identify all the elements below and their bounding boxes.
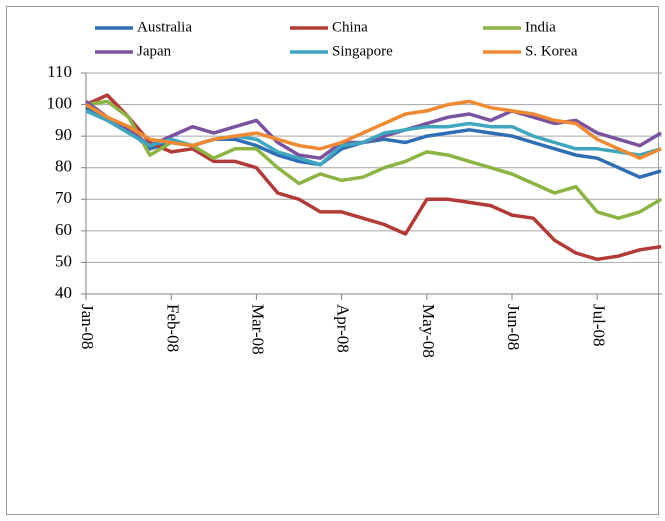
legend-label: Singapore: [332, 43, 393, 59]
x-tick-label: Jul-08: [589, 304, 608, 347]
legend-label: S. Korea: [525, 43, 578, 59]
x-tick-label: Apr-08: [334, 304, 353, 353]
y-tick-label: 80: [55, 157, 72, 176]
chart-border: [6, 6, 659, 515]
x-tick-label: Mar-08: [248, 304, 267, 355]
y-tick-label: 60: [55, 220, 72, 239]
legend-label: Australia: [137, 19, 192, 35]
y-tick-label: 70: [55, 188, 72, 207]
legend-label: Japan: [137, 43, 172, 59]
y-tick-label: 50: [55, 251, 72, 270]
x-tick-label: Jan-08: [78, 304, 97, 349]
series-line: [85, 99, 662, 160]
x-tick-label: May-08: [419, 304, 438, 358]
y-tick-label: 100: [47, 93, 73, 112]
y-tick-label: 110: [47, 62, 72, 81]
legend-label: China: [332, 19, 368, 35]
legend-label: India: [525, 19, 556, 35]
x-tick-label: Jun-08: [504, 304, 523, 350]
series-line: [85, 93, 662, 262]
x-tick-label: Feb-08: [163, 304, 182, 352]
y-tick-label: 40: [55, 283, 72, 302]
y-tick-label: 90: [55, 125, 72, 144]
